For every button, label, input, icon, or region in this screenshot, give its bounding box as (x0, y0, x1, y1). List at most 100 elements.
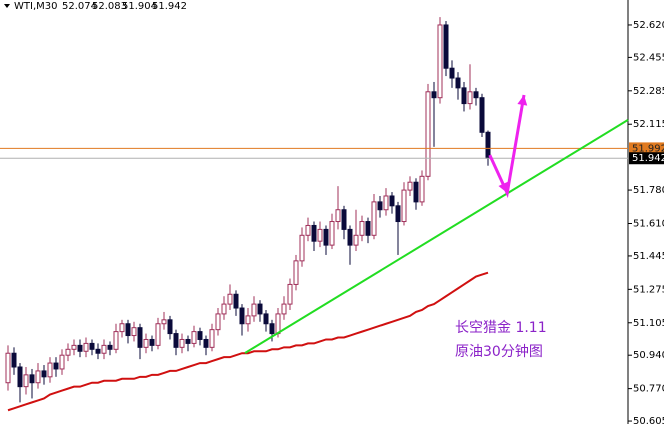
candle-body (299, 234, 305, 262)
candle-body (401, 189, 407, 223)
candle-body (245, 315, 251, 325)
candle-body (311, 224, 317, 242)
candle-body (485, 131, 491, 159)
header-low: 51.904 (122, 1, 157, 12)
candle-body (161, 319, 167, 325)
candle-body (233, 293, 239, 309)
candle-body (23, 374, 29, 388)
candle-body (107, 344, 113, 350)
candle-body (53, 362, 59, 370)
forecast-arrow (488, 94, 526, 199)
candle-body (335, 209, 341, 223)
y-tick-label: 52.115 (633, 119, 664, 130)
candle-body (287, 283, 293, 305)
candle-body (227, 293, 233, 305)
header-high: 52.083 (92, 1, 127, 12)
candle-body (47, 362, 53, 378)
symbol: WTI,M30 (14, 1, 57, 12)
candle-body (305, 224, 311, 236)
trend-line (244, 119, 629, 354)
candle-body (77, 344, 83, 352)
candle-body (437, 24, 443, 99)
candle-body (5, 352, 11, 384)
ask-label: 51.992 (632, 143, 664, 154)
candle-body (173, 333, 179, 348)
candle-body (125, 323, 131, 337)
candle-body (149, 338, 155, 346)
y-tick-label: 51.445 (633, 251, 664, 262)
candle-body (359, 221, 365, 236)
candle-body (419, 175, 425, 203)
candle-body (323, 228, 329, 246)
candle-body (119, 323, 125, 333)
candle-body (467, 91, 473, 105)
y-tick-label: 51.275 (633, 284, 664, 295)
candle-body (347, 228, 353, 246)
annotation: 长空猎金 1.11 (455, 320, 547, 336)
candle-body (371, 201, 377, 236)
y-tick-label: 52.455 (633, 52, 664, 63)
y-tick-label: 51.610 (633, 218, 664, 229)
candle-body (275, 313, 281, 335)
candle-body (71, 344, 77, 350)
bid-label: 51.942 (632, 153, 664, 164)
y-tick-label: 50.940 (633, 350, 664, 361)
candle-body (389, 195, 395, 207)
candle-body (35, 370, 41, 384)
candle-body (341, 209, 347, 230)
candle-body (281, 303, 287, 315)
y-tick-label: 52.620 (633, 20, 664, 31)
candle-body (209, 329, 215, 348)
y-tick-label: 52.285 (633, 86, 664, 97)
candle-body (425, 91, 431, 177)
candle-body (413, 181, 419, 203)
candle-body (137, 327, 143, 348)
candle-body (293, 260, 299, 285)
candle-body (455, 77, 461, 89)
header-close: 51.942 (152, 1, 187, 12)
candle-body (461, 87, 467, 105)
candle-body (443, 24, 449, 69)
candle-body (353, 234, 359, 246)
candle-body (395, 205, 401, 223)
candle-body (407, 181, 413, 191)
candle-body (17, 366, 23, 388)
candle-body (257, 303, 263, 315)
candle-body (479, 97, 485, 133)
candle-body (155, 323, 161, 346)
candle-body (239, 307, 245, 325)
candle-body (179, 338, 185, 348)
candle-body (329, 221, 335, 246)
y-tick-label: 51.105 (633, 318, 664, 329)
candle-body (431, 91, 437, 99)
candle-body (65, 348, 71, 356)
candle-body (113, 331, 119, 350)
header-open: 52.074 (62, 1, 97, 12)
candle-body (11, 352, 17, 368)
arrow-head (517, 94, 528, 106)
ask-label-bg (629, 142, 664, 155)
candle-body (191, 331, 197, 344)
candle-body (29, 374, 35, 384)
candle-body (251, 303, 257, 317)
candle-body (143, 338, 149, 348)
candle-body (185, 338, 191, 344)
candle-body (83, 342, 89, 352)
candle-body (215, 313, 221, 331)
moving-average (7, 271, 489, 412)
menu-icon (4, 4, 10, 8)
candle-body (377, 201, 383, 211)
y-tick-label: 50.770 (633, 384, 664, 395)
arrow-head (498, 181, 508, 194)
candle-body (317, 228, 323, 242)
candle-body (365, 221, 371, 236)
y-tick-label: 51.780 (633, 185, 664, 196)
candle-body (59, 354, 65, 370)
candle-body (197, 331, 203, 340)
candle-body (383, 195, 389, 211)
candle-body (449, 67, 455, 79)
y-tick-label: 50.605 (633, 416, 664, 424)
candle-body (89, 342, 95, 350)
